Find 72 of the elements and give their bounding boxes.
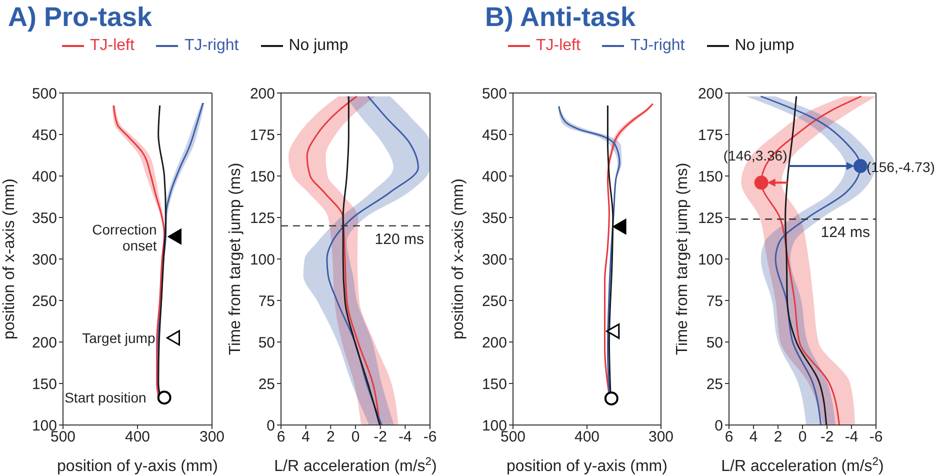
x-tick-label: -6 [423,428,437,446]
legend-label: No jump [288,37,348,55]
y-tick-label: 400 [32,168,57,186]
annotation: Start position [64,390,146,406]
x-tick-label: -4 [398,428,412,446]
chart-title: A) Pro-task [8,2,154,33]
y-axis-title: position of x-axis (mm) [1,178,18,340]
x-tick-label: 6 [724,428,734,446]
legend-label: TJ-left [536,37,580,55]
y-tick-label: 75 [258,292,275,310]
ref-line-label: 124 ms [820,224,870,242]
x-tick-label: -4 [844,428,858,446]
x-tick-label: 300 [648,428,674,446]
x-tick-label: 4 [749,428,758,446]
x-tick-label: 400 [574,428,600,446]
y-tick-label: 50 [258,334,275,352]
annotation: Correction onset [92,222,157,254]
y-tick-label: 150 [482,376,507,393]
x-tick-label: 0 [351,428,360,446]
y-tick-label: 100 [698,251,723,268]
y-tick-label: 200 [482,334,507,352]
x-tick-label: -6 [869,428,883,446]
y-tick-label: 125 [698,210,723,227]
x-axis-title: L/R acceleration (m/s$^{2}$) [274,456,437,475]
x-tick-label: 6 [276,428,286,446]
y-tick-label: 500 [32,85,57,102]
y-tick-label: 250 [482,292,507,310]
x-tick-label: 2 [774,428,782,446]
y-tick-label: 125 [250,210,275,227]
x-tick-label: -2 [374,428,388,446]
y-tick-label: 200 [698,85,723,102]
y-tick-label: 450 [32,126,57,144]
y-tick-label: 75 [706,292,723,310]
x-axis-title: position of y-axis (mm) [506,458,668,475]
y-tick-label: 300 [482,251,507,268]
x-tick-label: 2 [326,428,335,446]
ref-line-label: 120 ms [374,230,424,248]
x-tick-label: 300 [199,428,225,446]
y-tick-label: 250 [32,292,57,310]
x-axis-title: position of y-axis (mm) [57,458,218,475]
y-tick-label: 150 [250,168,275,186]
y-tick-label: 25 [706,376,723,393]
y-tick-label: 100 [250,251,275,268]
y-tick-label: 200 [32,334,57,352]
y-tick-label: 500 [482,85,507,102]
y-tick-label: 150 [698,168,723,186]
y-tick-label: 450 [482,126,507,144]
y-axis-title: Time from target jump (ms) [227,162,244,356]
y-tick-label: 175 [250,126,275,144]
x-tick-label: -2 [820,428,834,446]
y-tick-label: 175 [698,126,723,144]
y-tick-label: 0 [266,417,275,434]
y-tick-label: 350 [32,210,57,227]
y-tick-label: 0 [714,417,723,434]
y-tick-label: 300 [32,251,57,268]
x-tick-label: 4 [302,428,310,446]
y-tick-label: 150 [32,376,57,393]
x-tick-label: 0 [798,428,807,446]
legend-label: TJ-right [630,37,685,55]
x-tick-label: 400 [124,428,150,446]
annotation: Target jump [82,330,156,346]
x-axis-title: L/R acceleration (m/s$^{2}$) [721,456,884,475]
legend-label: TJ-right [184,37,239,55]
legend-label: TJ-left [90,37,134,55]
y-axis-title: position of x-axis (mm) [450,178,467,340]
y-tick-label: 200 [250,85,275,102]
y-tick-label: 25 [258,376,275,393]
chart-title: B) Anti-task [485,2,637,33]
y-tick-label: 50 [706,334,723,352]
legend-label: No jump [734,37,794,55]
y-tick-label: 400 [482,168,507,186]
y-tick-label: 350 [482,210,507,227]
